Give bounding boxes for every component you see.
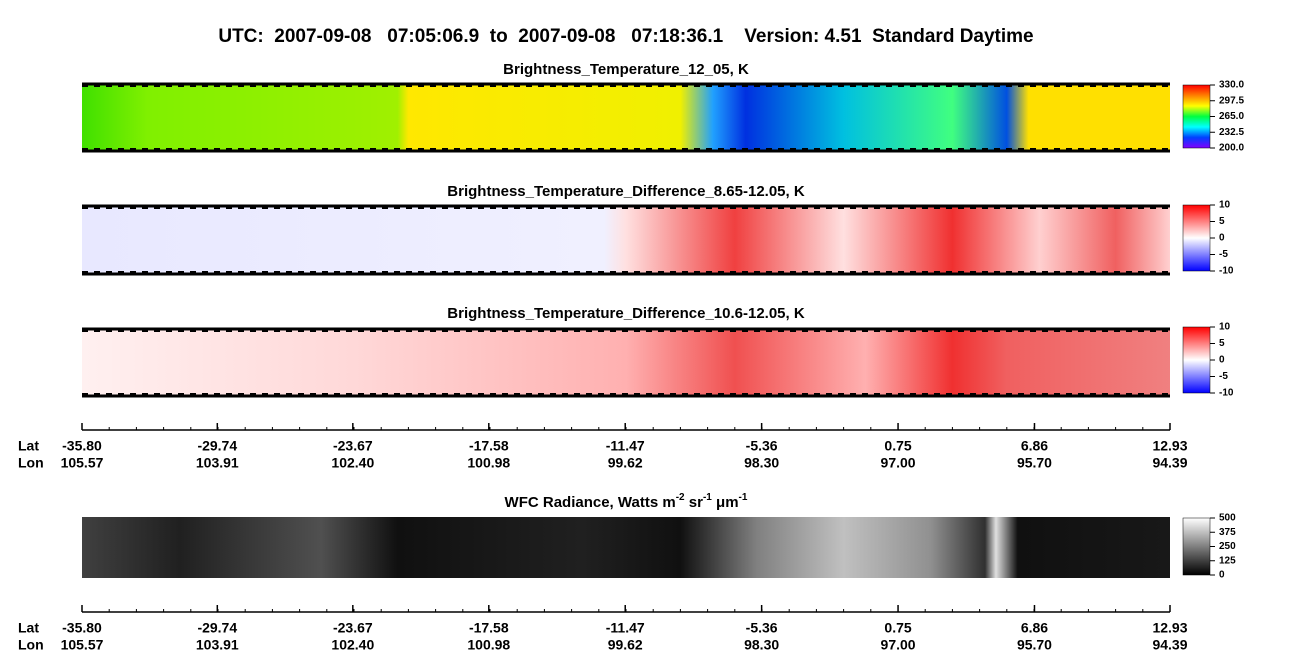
colorbar-tick-label: 0: [1219, 233, 1225, 244]
panel-title: Brightness_Temperature_Difference_8.65-1…: [447, 183, 805, 200]
image-strip: [82, 517, 1170, 578]
x-tick-label: -29.74: [197, 620, 237, 636]
colorbar-tick-label: 297.5: [1219, 95, 1244, 106]
colorbar: [1182, 326, 1211, 394]
x2-tick-label: 102.40: [331, 637, 374, 653]
colorbar: [1182, 84, 1211, 149]
x2-tick-label: 95.70: [1017, 637, 1052, 653]
x-tick-label: 12.93: [1152, 620, 1187, 636]
x2-tick-label: 103.91: [196, 455, 239, 471]
colorbar: [1182, 204, 1211, 272]
colorbar-tick-label: 265.0: [1219, 111, 1244, 122]
x2-tick-label: 98.30: [744, 455, 779, 471]
title-text: sr: [685, 494, 704, 511]
x2-tick-label: 105.57: [61, 455, 104, 471]
colorbar-tick-label: -10: [1219, 388, 1234, 399]
x2-tick-label: 99.62: [608, 455, 643, 471]
panel-title: WFC Radiance, Watts m-2 sr-1 μm-1: [505, 492, 748, 511]
title-superscript: -2: [676, 492, 685, 503]
colorbar-tick-label: 5: [1219, 338, 1225, 349]
x-tick-label: -23.67: [333, 620, 373, 636]
colorbar: [1182, 517, 1211, 576]
x2-axis-label: Lon: [18, 455, 44, 471]
x2-tick-label: 95.70: [1017, 455, 1052, 471]
image-strip: [82, 205, 1170, 275]
panel-title: Brightness_Temperature_Difference_10.6-1…: [447, 305, 805, 322]
x-tick-label: -11.47: [606, 620, 645, 636]
title-superscript: -1: [703, 492, 712, 503]
x-tick-label: 6.86: [1021, 438, 1048, 454]
x2-tick-label: 100.98: [467, 455, 510, 471]
x2-tick-label: 103.91: [196, 637, 239, 653]
image-strip: [82, 328, 1170, 397]
x-axis-label: Lat: [18, 620, 39, 636]
x2-tick-label: 97.00: [881, 637, 916, 653]
x-tick-label: 0.75: [884, 438, 911, 454]
x2-tick-label: 102.40: [331, 455, 374, 471]
colorbar-tick-label: -10: [1219, 266, 1234, 277]
x-tick-label: -11.47: [606, 438, 645, 454]
x-tick-label: 6.86: [1021, 620, 1048, 636]
x2-tick-label: 105.57: [61, 637, 104, 653]
colorbar-tick-label: 500: [1219, 513, 1236, 524]
colorbar-tick-label: 330.0: [1219, 80, 1244, 91]
x2-axis-label: Lon: [18, 637, 44, 653]
x-axis-label: Lat: [18, 438, 39, 454]
title-text: Brightness_Temperature_12_05, K: [503, 61, 749, 78]
x-tick-label: -35.80: [62, 438, 102, 454]
x-tick-label: -5.36: [746, 438, 778, 454]
colorbar-tick-label: 232.5: [1219, 127, 1244, 138]
x-tick-label: -29.74: [197, 438, 237, 454]
colorbar-tick-label: 250: [1219, 541, 1236, 552]
colorbar-tick-label: 10: [1219, 200, 1231, 211]
x-tick-label: -17.58: [469, 620, 509, 636]
x2-tick-label: 98.30: [744, 637, 779, 653]
colorbar-tick-label: 10: [1219, 322, 1231, 333]
x-tick-label: 12.93: [1152, 438, 1187, 454]
x-tick-label: -23.67: [333, 438, 373, 454]
x2-tick-label: 94.39: [1152, 455, 1187, 471]
image-strip: [82, 83, 1170, 152]
x2-tick-label: 100.98: [467, 637, 510, 653]
page-title: UTC: 2007-09-08 07:05:06.9 to 2007-09-08…: [218, 26, 1033, 47]
x2-tick-label: 94.39: [1152, 637, 1187, 653]
panel-title: Brightness_Temperature_12_05, K: [503, 61, 749, 78]
x-tick-label: 0.75: [884, 620, 911, 636]
colorbar-tick-label: 125: [1219, 555, 1236, 566]
colorbar-tick-label: 5: [1219, 216, 1225, 227]
x2-tick-label: 97.00: [881, 455, 916, 471]
title-superscript: -1: [739, 492, 748, 503]
colorbar-tick-label: -5: [1219, 371, 1228, 382]
colorbar-tick-label: 0: [1219, 570, 1225, 581]
title-text: μm: [712, 494, 739, 511]
colorbar-tick-label: 0: [1219, 355, 1225, 366]
colorbar-tick-label: 375: [1219, 527, 1236, 538]
x-tick-label: -17.58: [469, 438, 509, 454]
colorbar-tick-label: 200.0: [1219, 143, 1244, 154]
x-tick-label: -35.80: [62, 620, 102, 636]
title-text: Brightness_Temperature_Difference_8.65-1…: [447, 183, 805, 200]
colorbar-tick-label: -5: [1219, 249, 1228, 260]
title-text: Brightness_Temperature_Difference_10.6-1…: [447, 305, 805, 322]
x2-tick-label: 99.62: [608, 637, 643, 653]
title-text: WFC Radiance, Watts m: [505, 494, 676, 511]
x-tick-label: -5.36: [746, 620, 778, 636]
